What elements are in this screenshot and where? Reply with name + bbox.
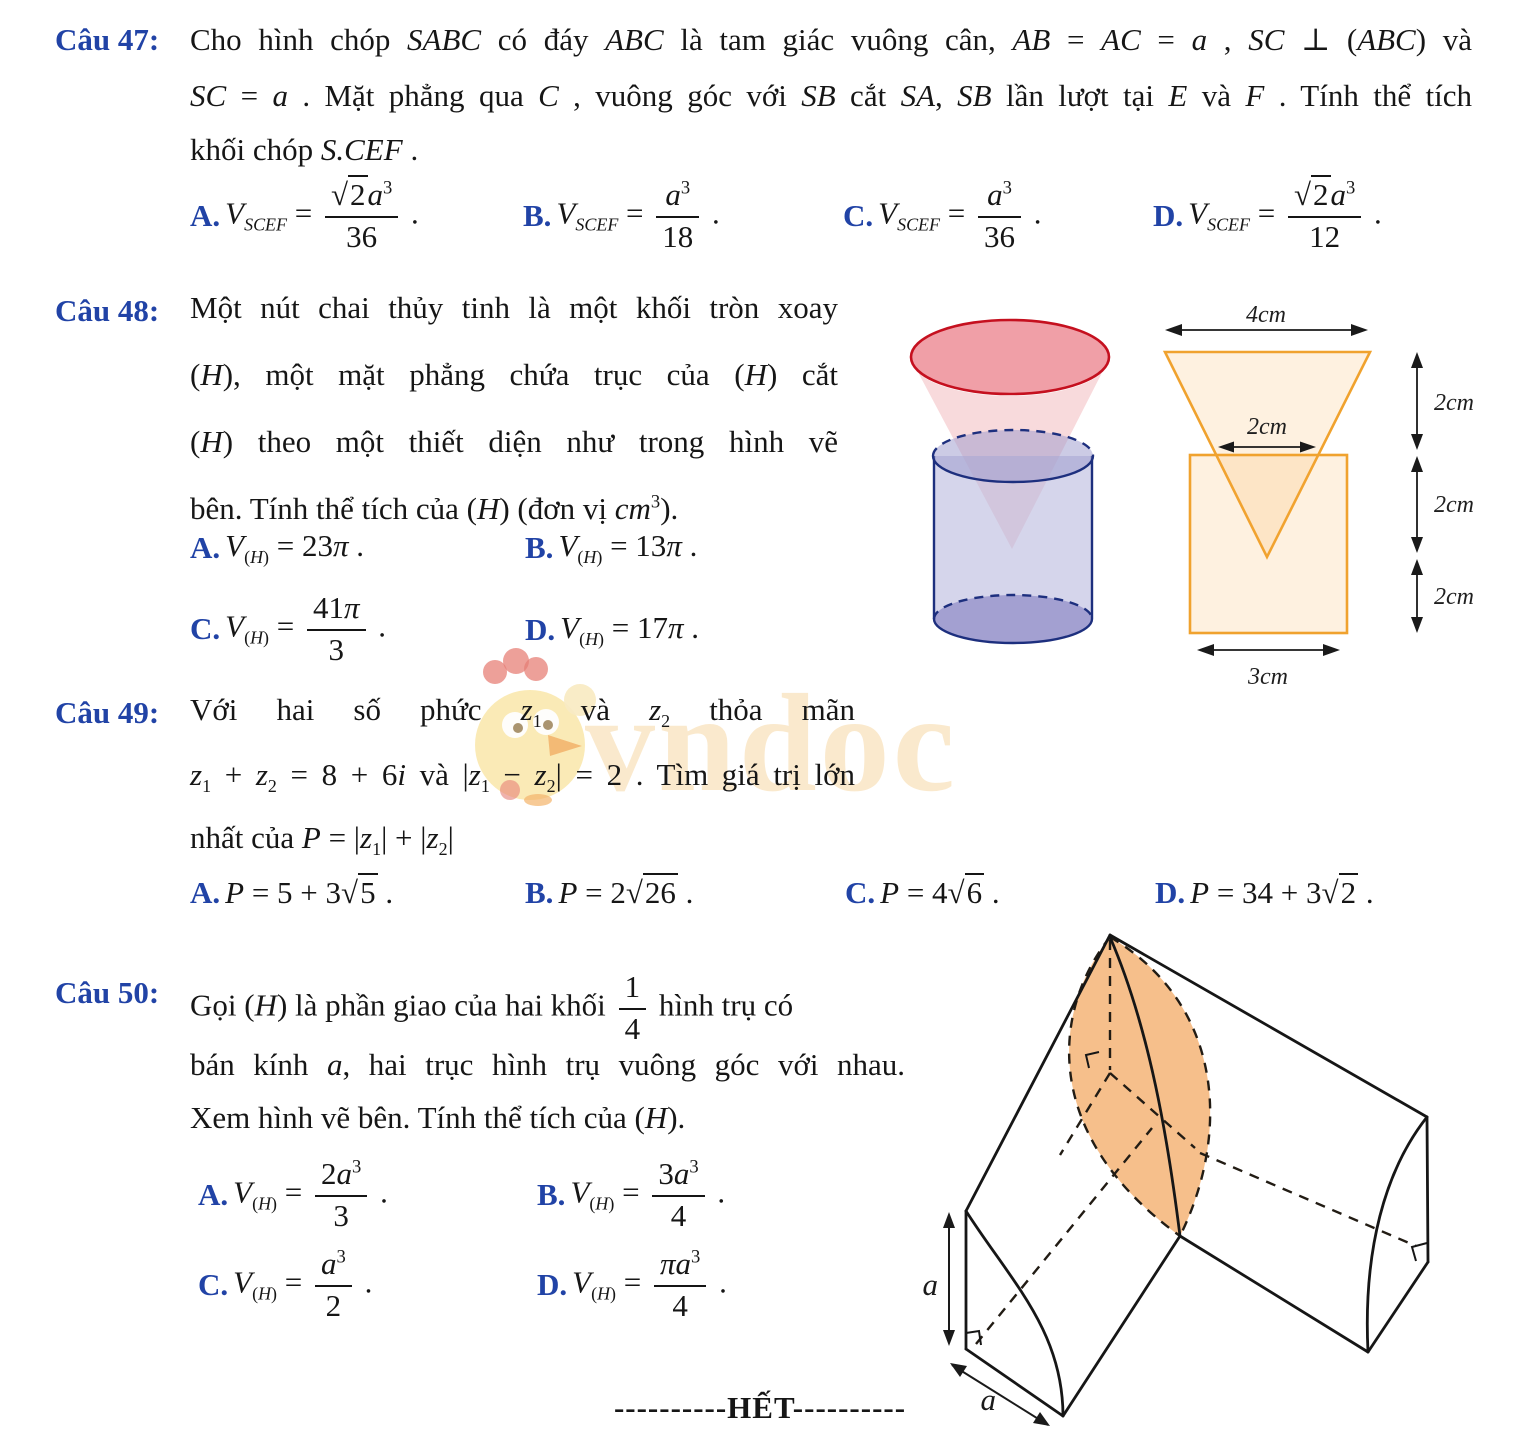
- question-47-label: Câu 47:: [55, 22, 160, 57]
- option-label: C.: [843, 198, 874, 233]
- dim-label-2cm-right1: 2cm: [1434, 390, 1474, 416]
- dim-label-depth-a: a: [981, 1382, 997, 1417]
- option-formula: VSCEF = √2a3 12 .: [1188, 174, 1382, 254]
- q48-line-1: Một nút chai thủy tinh là một khối tròn …: [190, 290, 838, 325]
- dim-label-4cm: 4cm: [1246, 302, 1286, 328]
- cone-top-ellipse: [909, 318, 1111, 396]
- option-label: A.: [190, 198, 221, 233]
- option-formula: V(H) = 23π .: [225, 528, 365, 568]
- option-formula: V(H) = 17π .: [560, 610, 700, 650]
- solid-edges: [964, 933, 1430, 1418]
- option-formula: V(H) = 2a3 3 .: [233, 1155, 388, 1233]
- option-label: A.: [198, 1177, 229, 1212]
- option-formula: V(H) = 13π .: [558, 528, 698, 568]
- q49-option-c: C. P = 4√6 .: [845, 873, 1000, 911]
- option-label: B.: [525, 875, 554, 910]
- cork-stopper-3d-figure: [909, 318, 1111, 645]
- option-label: D.: [525, 612, 556, 648]
- q47-option-b: B. VSCEF = a3 18 .: [523, 172, 720, 260]
- dim-label-2cm-inner: 2cm: [1247, 414, 1287, 440]
- option-formula: VSCEF = √2a3 36 .: [225, 174, 419, 254]
- watermark-vndoc: vndoc: [475, 648, 958, 821]
- option-formula: V(H) = a3 2 .: [233, 1245, 373, 1323]
- option-label: A.: [190, 875, 221, 910]
- option-label: A.: [190, 530, 221, 566]
- option-formula: P = 4√6 .: [880, 873, 1000, 910]
- q47-option-c: C. VSCEF = a3 36 .: [843, 172, 1041, 260]
- section-shapes: [1162, 350, 1373, 635]
- q47-option-d: D. VSCEF = √2a3 12 .: [1153, 172, 1382, 260]
- q49-line-2: z1 + z2 = 8 + 6i và |z1 − z2| = 2 . Tìm …: [190, 757, 856, 797]
- q48-line-4: bên. Tính thể tích của (H) (đơn vị cm3).: [190, 491, 679, 526]
- q50-option-a: A. V(H) = 2a3 3 .: [198, 1150, 388, 1240]
- q50-option-c: C. V(H) = a3 2 .: [198, 1240, 372, 1330]
- option-formula: V(H) = πa3 4 .: [572, 1245, 727, 1323]
- option-label: C.: [190, 611, 221, 646]
- q48-option-d: D. V(H) = 17π .: [525, 610, 699, 650]
- quarter-cylinders-3d-figure: a a: [923, 933, 1430, 1426]
- cross-section-diagram: 4cm 2cm 3cm 2cm 2cm 2cm: [1162, 302, 1474, 690]
- option-label: C.: [198, 1267, 229, 1302]
- q50-option-b: B. V(H) = 3a3 4 .: [537, 1150, 725, 1240]
- dim-label-2cm-right3: 2cm: [1434, 584, 1474, 610]
- q47-line-2: SC = a . Mặt phẳng qua C , vuông góc với…: [190, 78, 1472, 113]
- q48-option-c: C. V(H) = 41π 3 .: [190, 583, 386, 675]
- end-marker: ----------HẾT----------: [550, 1390, 970, 1426]
- option-formula: V(H) = 3a3 4 .: [570, 1155, 726, 1233]
- option-label: B.: [525, 530, 554, 566]
- hidden-edges: [975, 935, 1417, 1345]
- q47-line-1: Cho hình chóp SABC có đáy ABC là tam giá…: [190, 22, 1472, 57]
- end-marker-text: ----------HẾT----------: [613, 1390, 907, 1425]
- q48-line-2: (H), một mặt phẳng chứa trục của (H) cắt: [190, 357, 838, 392]
- q49-line-1: Với hai số phức z1 và z2 thỏa mãn: [190, 692, 856, 732]
- dimension-arrows: [948, 1216, 1049, 1426]
- option-label: D.: [1155, 875, 1186, 910]
- option-label: D.: [537, 1267, 568, 1302]
- option-formula: VSCEF = a3 36 .: [878, 176, 1042, 254]
- option-formula: P = 34 + 3√2 .: [1190, 873, 1374, 910]
- option-label: D.: [1153, 198, 1184, 233]
- question-48-label: Câu 48:: [55, 293, 160, 328]
- option-label: C.: [845, 875, 876, 910]
- q50-line-2: bán kính a, hai trục hình trụ vuông góc …: [190, 1047, 906, 1082]
- arrowheads: [1165, 324, 1423, 656]
- option-formula: P = 5 + 3√5 .: [225, 873, 394, 910]
- q48-option-a: A. V(H) = 23π .: [190, 528, 364, 568]
- q49-option-b: B. P = 2√26 .: [525, 873, 694, 911]
- option-label: B.: [537, 1177, 566, 1212]
- arrowheads: [943, 1212, 1050, 1426]
- right-angle-marks: [965, 1051, 1428, 1346]
- q50-option-d: D. V(H) = πa3 4 .: [537, 1240, 727, 1330]
- dim-label-2cm-right2: 2cm: [1434, 492, 1474, 518]
- q49-line-3: nhất của P = |z1| + |z2|: [190, 820, 454, 860]
- q47-line-3: khối chóp S.CEF .: [190, 132, 419, 167]
- q49-option-a: A. P = 5 + 3√5 .: [190, 873, 394, 911]
- q49-option-d: D. P = 34 + 3√2 .: [1155, 873, 1374, 911]
- watermark-text: vndoc: [585, 666, 958, 821]
- option-formula: VSCEF = a3 18 .: [556, 176, 720, 254]
- chick-mascot-logo: [475, 648, 596, 806]
- option-formula: P = 2√26 .: [558, 873, 694, 910]
- q48-line-3: (H) theo một thiết diện như trong hình v…: [190, 424, 838, 459]
- question-49-label: Câu 49:: [55, 695, 160, 730]
- q50-line-3: Xem hình vẽ bên. Tính thể tích của (H).: [190, 1100, 686, 1135]
- question-50-label: Câu 50:: [55, 975, 160, 1010]
- cylinder-solid: [931, 428, 1095, 645]
- option-formula: V(H) = 41π 3 .: [225, 589, 387, 667]
- q48-option-b: B. V(H) = 13π .: [525, 528, 697, 568]
- dim-label-height-a: a: [923, 1267, 939, 1302]
- option-label: B.: [523, 198, 552, 233]
- q47-option-a: A. VSCEF = √2a3 36 .: [190, 172, 419, 260]
- dim-label-3cm: 3cm: [1247, 664, 1288, 690]
- intersection-lens-fill: [1069, 937, 1211, 1236]
